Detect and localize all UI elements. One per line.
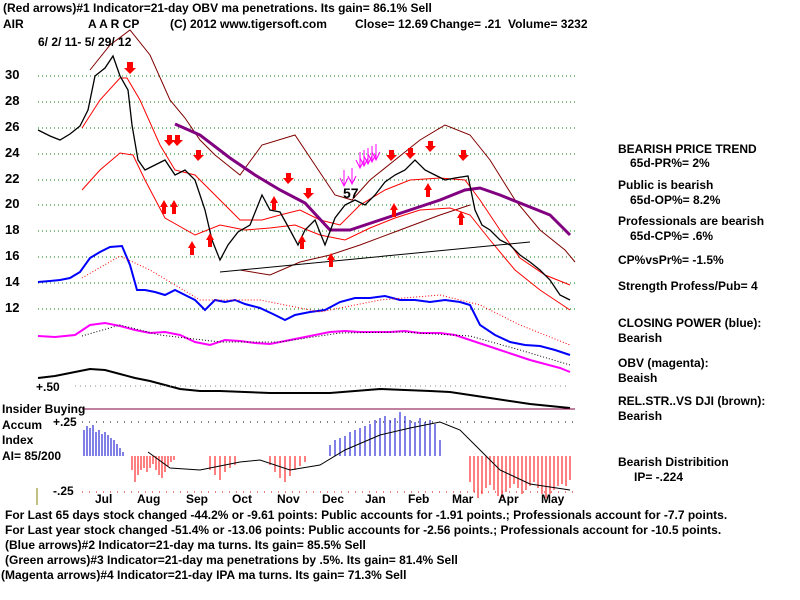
indicator-1-title: (Red arrows)#1 Indicator=21-day OBV ma p… bbox=[3, 1, 432, 15]
change-value: Change= .21 bbox=[430, 17, 502, 31]
obv-line bbox=[37, 321, 571, 373]
public-value: 65d-OP%= 8.2% bbox=[630, 193, 721, 207]
x-tick-jan: Jan bbox=[365, 492, 386, 506]
distribution-value: IP= -.224 bbox=[634, 470, 684, 484]
price-series bbox=[37, 54, 571, 301]
x-tick-may: May bbox=[541, 492, 565, 506]
obv-title: OBV (magenta): bbox=[618, 356, 709, 370]
x-tick-nov: Nov bbox=[277, 492, 300, 506]
copyright: (C) 2012 www.tigersoft.com bbox=[170, 17, 327, 31]
obv-value: Beaish bbox=[618, 371, 658, 385]
y-tick-18: 18 bbox=[5, 222, 20, 237]
accum-histogram-negative bbox=[131, 456, 571, 498]
x-tick-aug: Aug bbox=[137, 492, 161, 506]
index-label: Index bbox=[2, 433, 34, 447]
cp-vs-pr: CP%vsPr%= -1.5% bbox=[618, 253, 724, 267]
price-trend-value: 65d-PR%= 2% bbox=[630, 156, 710, 170]
professionals-value: 65d-CP%= .6% bbox=[630, 229, 714, 243]
accum-ma-line bbox=[147, 421, 571, 491]
x-tick-dec: Dec bbox=[322, 492, 345, 506]
professionals-title: Professionals are bearish bbox=[618, 214, 765, 228]
y-tick-26: 26 bbox=[5, 119, 20, 134]
y-tick-22: 22 bbox=[5, 171, 20, 186]
closing-power-title: CLOSING POWER (blue): bbox=[618, 316, 762, 330]
accum-minus25-label: -.25 bbox=[53, 484, 74, 498]
strength-ratio: Strength Profess/Pub= 4 bbox=[618, 279, 758, 293]
price-trend-title: BEARISH PRICE TREND bbox=[618, 142, 757, 156]
band-lower bbox=[81, 152, 571, 311]
relstr-value: Bearish bbox=[618, 409, 663, 423]
red-sell-arrows bbox=[124, 62, 469, 199]
annotation-57: 57 bbox=[343, 185, 359, 201]
long-ma bbox=[174, 122, 572, 237]
closing-power-line bbox=[37, 244, 571, 356]
x-tick-oct: Oct bbox=[232, 492, 253, 506]
magenta-arrows bbox=[339, 144, 381, 188]
obv-ma-dotted bbox=[81, 324, 571, 366]
outer-band-lower bbox=[239, 204, 471, 276]
y-tick-24: 24 bbox=[5, 145, 20, 160]
close-value: Close= 12.69 bbox=[355, 17, 429, 31]
volume-value: Volume= 3232 bbox=[508, 17, 588, 31]
insider-buying-label: Insider Buying bbox=[2, 402, 86, 416]
accum-label: Accum bbox=[2, 418, 43, 432]
relstr-line bbox=[37, 367, 571, 409]
y-tick-12: 12 bbox=[5, 300, 20, 315]
ticker-symbol: AIR bbox=[3, 17, 24, 31]
x-tick-apr: Apr bbox=[498, 492, 519, 506]
accum-histogram-positive bbox=[83, 412, 441, 456]
red-buy-arrows bbox=[160, 183, 465, 267]
closing-power-value: Bearish bbox=[618, 331, 663, 345]
footer-year-summary: For Last year stock changed -51.4% or -1… bbox=[5, 523, 722, 537]
footer-65day-summary: For Last 65 days stock changed -44.2% or… bbox=[5, 508, 728, 522]
y-tick-30: 30 bbox=[5, 67, 20, 82]
trendline bbox=[219, 241, 531, 273]
x-tick-sep: Sep bbox=[186, 492, 209, 506]
ai-label: AI= 85/200 bbox=[2, 449, 62, 463]
footer-indicator-2: (Blue arrows)#2 Indicator=21-day ma turn… bbox=[5, 538, 366, 552]
x-tick-jul: Jul bbox=[95, 492, 113, 506]
y-tick-20: 20 bbox=[5, 196, 20, 211]
relstr-plus50-label: +.50 bbox=[36, 380, 60, 394]
accum-plus25-label: +.25 bbox=[53, 415, 77, 429]
distribution-title: Bearish Distribition bbox=[618, 455, 729, 469]
y-tick-28: 28 bbox=[5, 93, 20, 108]
company-name: A A R CP bbox=[88, 17, 140, 31]
cp-ma-dotted bbox=[81, 255, 571, 346]
y-tick-16: 16 bbox=[5, 248, 20, 263]
x-tick-feb: Feb bbox=[408, 492, 430, 506]
y-tick-14: 14 bbox=[5, 274, 20, 289]
band-upper bbox=[81, 77, 571, 286]
x-tick-mar: Mar bbox=[452, 492, 474, 506]
outer-band-upper bbox=[89, 29, 576, 263]
date-range: 6/ 2/ 11- 5/ 29/ 12 bbox=[38, 35, 132, 49]
footer-indicator-3: (Green arrows)#3 Indicator=21-day ma pen… bbox=[5, 553, 458, 567]
footer-indicator-4: (Magenta arrows)#4 Indicator=21-day IPA … bbox=[1, 568, 407, 582]
public-title: Public is bearish bbox=[618, 178, 714, 192]
relstr-title: REL.STR..VS DJI (brown): bbox=[618, 394, 766, 408]
